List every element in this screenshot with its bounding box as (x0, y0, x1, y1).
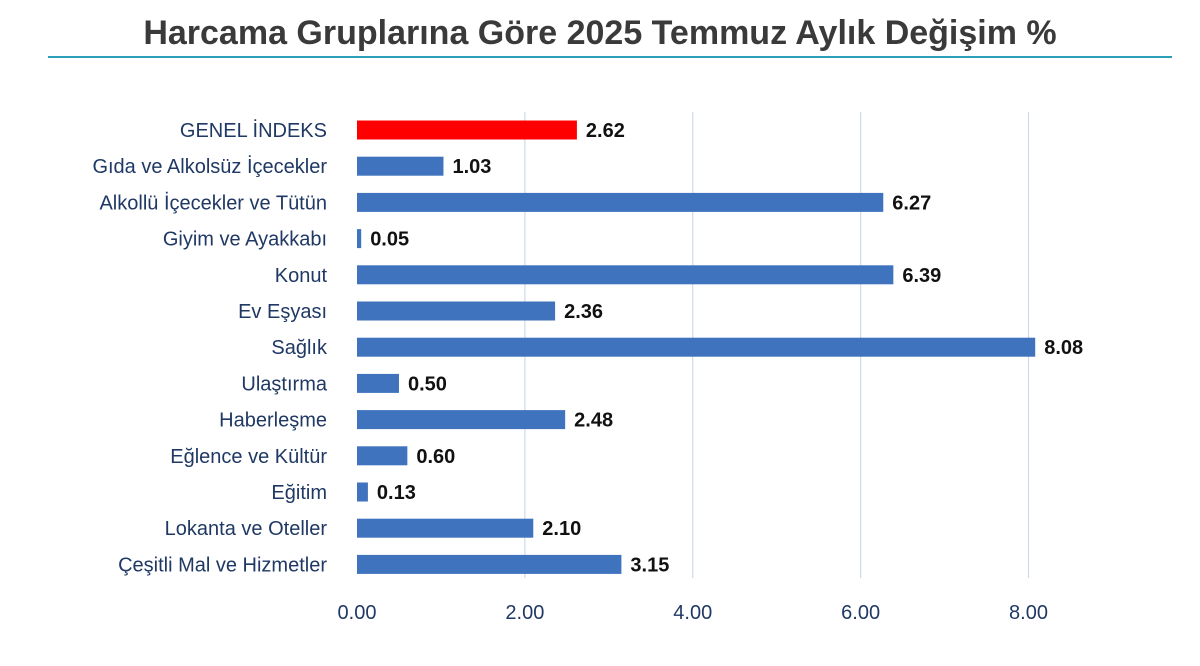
value-label: 2.48 (574, 410, 613, 432)
value-label: 1.03 (452, 156, 491, 178)
bar (357, 265, 894, 285)
x-tick-label: 4.00 (673, 602, 712, 624)
category-label: Eğitim (271, 482, 327, 504)
value-label: 2.10 (542, 518, 581, 540)
category-label: Gıda ve Alkolsüz İçecekler (92, 155, 327, 178)
bar (357, 192, 884, 212)
bar (357, 301, 556, 321)
category-label: Sağlık (271, 337, 328, 359)
category-label: Ulaştırma (241, 373, 327, 395)
title-underline (48, 56, 1172, 58)
value-label: 0.13 (377, 482, 416, 504)
category-label: Lokanta ve Oteller (165, 518, 328, 540)
value-label: 2.62 (586, 120, 625, 142)
value-label: 0.05 (370, 229, 409, 251)
bar (357, 229, 362, 249)
category-labels: GENEL İNDEKS Gıda ve Alkolsüz İçecekler Al… (92, 119, 328, 576)
x-tick-label: 8.00 (1009, 602, 1048, 624)
value-label: 0.60 (416, 446, 455, 468)
bar (357, 120, 577, 140)
value-label: 6.39 (902, 265, 941, 287)
bar (357, 410, 566, 430)
bar (357, 156, 444, 176)
value-label: 0.50 (408, 373, 447, 395)
bar (357, 373, 399, 393)
category-label: Haberleşme (219, 410, 327, 432)
value-label: 3.15 (630, 554, 669, 576)
value-label: 2.36 (564, 301, 603, 323)
value-label: 6.27 (892, 192, 931, 214)
value-labels: 2.62 1.03 6.27 0.05 6.39 2.36 8.08 0.50 2.48 0.60… (370, 120, 1083, 576)
category-label: Konut (275, 265, 328, 287)
category-label: Çeşitli Mal ve Hizmetler (118, 554, 327, 576)
category-label: Alkollü İçecekler ve Tütün (99, 191, 327, 214)
x-tick-label: 2.00 (505, 602, 544, 624)
category-label: Ev Eşyası (238, 301, 327, 323)
x-axis-tick-labels: 0.00 2.00 4.00 6.00 8.00 (338, 602, 1048, 624)
bar (357, 482, 368, 502)
bar (357, 518, 534, 538)
bar (357, 446, 408, 466)
category-label: Eğlence ve Kültür (170, 446, 327, 468)
category-label: Giyim ve Ayakkabı (163, 229, 327, 251)
x-tick-label: 0.00 (338, 602, 377, 624)
chart-title: Harcama Gruplarına Göre 2025 Temmuz Aylı… (143, 14, 1057, 52)
bars (357, 120, 1036, 574)
bar (357, 554, 622, 574)
bar (357, 337, 1036, 357)
category-label: GENEL İNDEKS (180, 119, 327, 142)
value-label: 8.08 (1044, 337, 1083, 359)
x-tick-label: 6.00 (841, 602, 880, 624)
